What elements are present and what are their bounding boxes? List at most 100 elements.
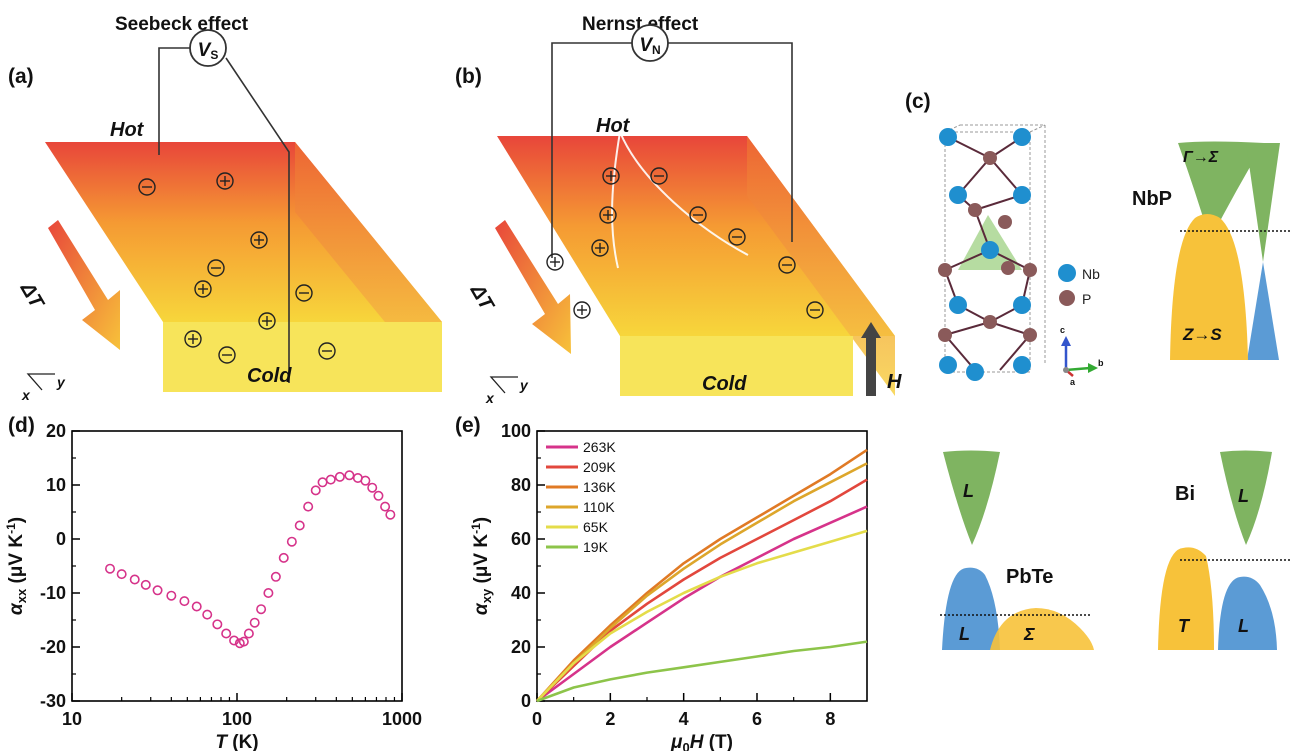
panel-a: (a) Seebeck effect VS Hot Cold ΔT y x [8,14,442,403]
delta-t-label: ΔT [465,280,498,316]
axis-x-label: x [21,387,31,403]
bi-lower-l-label: L [1238,616,1249,636]
data-point [360,475,371,486]
panel-c-label: (c) [905,90,931,113]
hole [184,330,202,348]
series-line-110K [536,462,868,702]
atom-legend: Nb P [1058,264,1100,307]
hole [602,167,620,185]
hole [573,301,591,319]
field-arrow [861,322,881,396]
electron [650,167,668,185]
legend-label: 65K [583,519,609,535]
nb-legend-label: Nb [1082,266,1100,282]
data-point [116,569,127,580]
slab-top-face [497,136,895,336]
p-legend-marker [1059,290,1075,306]
data-point [334,471,345,482]
electron [689,206,707,224]
legend-label: 209K [583,459,616,475]
panel-a-label: (a) [8,65,34,88]
series-line-136K [536,448,868,702]
crystal-axes: c a b [1060,325,1104,387]
chart-e-ylabel: αxy (μV K-1) [469,517,494,615]
legend-label: 110K [583,499,615,515]
hot-label: Hot [110,119,145,141]
y-tick-label: 100 [501,421,531,441]
chart-d: (d) 10 100 1000 -30 -20 -10 0 10 20 T (K) αxx (μ… [4,414,422,751]
svg-text:c: c [1060,325,1065,335]
chart-e-label: (e) [455,414,481,437]
bi-band-diagram: Bi L T L [1158,450,1290,650]
electron [138,178,156,196]
data-point [243,628,254,639]
data-point [249,617,260,628]
nbp-label: NbP [1132,188,1172,210]
y-tick-label: 20 [46,421,66,441]
nb-legend-marker [1058,264,1076,282]
y-tick-label: 10 [46,475,66,495]
panel-a-title: Seebeck effect [115,14,249,35]
data-point [367,482,378,493]
slab-front-face [620,336,853,396]
bi-t-label: T [1178,616,1191,636]
delta-t-label: ΔT [15,278,48,314]
legend-label: 19K [583,539,609,555]
data-point [310,485,321,496]
pbte-sigma-label: Σ [1023,624,1035,644]
charge-carriers [546,167,824,319]
svg-text:b: b [1098,358,1104,368]
legend-label: 136K [583,479,616,495]
electron [207,259,225,277]
deflected-path-hole [611,131,621,269]
x-tick-label: 100 [222,709,252,729]
y-tick-label: 20 [511,637,531,657]
electron [295,284,313,302]
y-tick-label: 80 [511,475,531,495]
deflected-path-electron [619,131,749,256]
series-line-65K [536,529,868,702]
data-point [294,520,305,531]
data-point [212,619,223,630]
pbte-band-diagram: PbTe L L Σ [940,450,1094,650]
hole [546,253,564,271]
gradient-arrow [495,220,571,354]
hot-label: Hot [596,115,631,137]
y-tick-label: -30 [40,691,66,711]
pbte-label: PbTe [1006,566,1053,588]
wire-right [225,57,290,383]
data-point [152,585,163,596]
x-tick-label: 4 [679,709,689,729]
cold-label: Cold [247,365,292,387]
x-tick-label: 2 [605,709,615,729]
axes-corner [26,373,55,391]
bi-upper-l-label: L [1238,486,1249,506]
data-point [325,474,336,485]
wire-left [551,42,632,258]
axis-x-label: x [485,390,495,406]
x-tick-label: 10 [62,709,82,729]
panel-c: (c) [905,90,1290,650]
y-tick-label: -20 [40,637,66,657]
data-point [263,587,274,598]
nbp-band-diagram: NbP Γ→Σ Z→S [1132,141,1290,360]
y-tick-label: -10 [40,583,66,603]
data-point [344,470,355,481]
chart-e-xlabel: μ0H (T) [670,732,733,751]
voltmeter-s [189,29,227,67]
series-line-19K [536,640,868,703]
panel-b-label: (b) [455,65,482,88]
data-point [278,552,289,563]
pbte-upper-l-label: L [963,481,974,501]
y-tick-label: 0 [56,529,66,549]
electron [318,342,336,360]
voltmeter-n-label: VN [639,35,660,57]
data-point [317,477,328,488]
slab-side-face [747,136,895,396]
wire-left [158,47,191,155]
chart-d-label: (d) [8,414,35,437]
x-tick-label: 1000 [382,709,422,729]
field-label: H [887,371,902,393]
